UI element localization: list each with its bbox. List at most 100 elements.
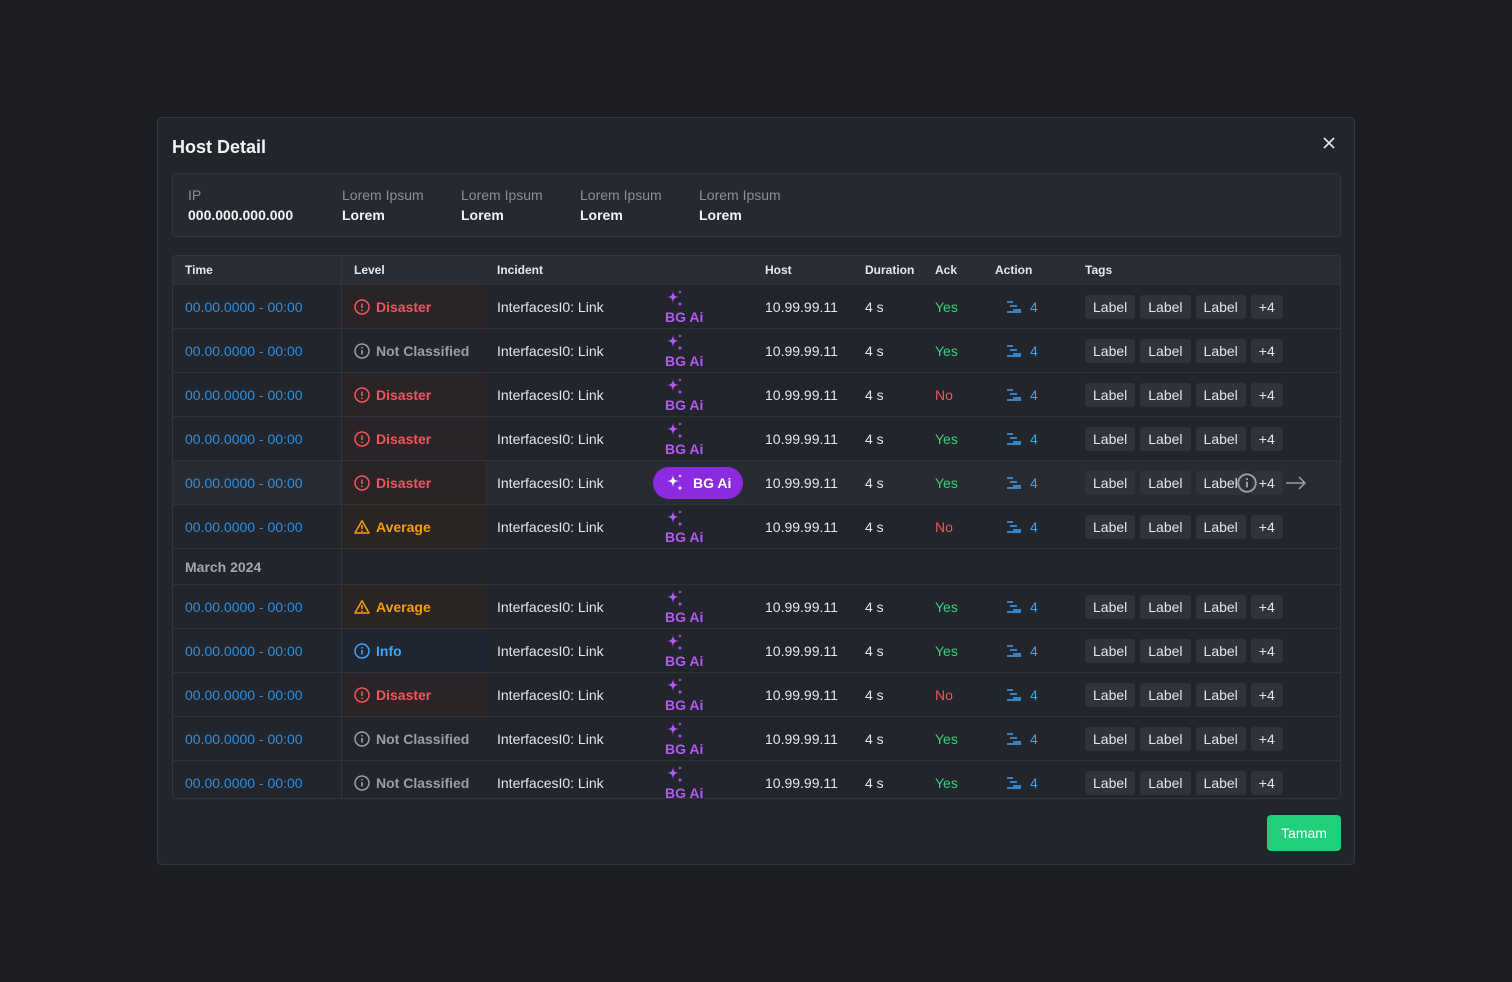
action[interactable]: 4 — [983, 585, 1073, 628]
action[interactable]: 4 — [983, 629, 1073, 672]
tag[interactable]: Label — [1195, 294, 1246, 319]
column-header: Ack — [935, 263, 958, 277]
duration: 4 s — [865, 342, 884, 359]
ok-button[interactable]: Tamam — [1267, 815, 1341, 851]
tag[interactable]: Label — [1195, 470, 1246, 495]
time[interactable]: 00.00.0000 - 00:00 — [173, 717, 342, 760]
tag[interactable]: +4 — [1250, 382, 1283, 407]
sparkle-icon — [665, 333, 703, 353]
action-icon — [1007, 388, 1021, 401]
table-row[interactable]: 00.00.0000 - 00:00 Disaster InterfacesI0: … — [173, 673, 1340, 717]
tag[interactable]: Label — [1140, 470, 1191, 495]
tag[interactable]: Label — [1195, 426, 1246, 451]
table-row[interactable]: 00.00.0000 - 00:00 Disaster InterfacesI0: … — [173, 461, 1340, 505]
time[interactable]: 00.00.0000 - 00:00 — [173, 285, 342, 328]
table-row[interactable]: 00.00.0000 - 00:00 Disaster InterfacesI0: … — [173, 417, 1340, 461]
close-button[interactable] — [1322, 136, 1336, 150]
ai-button[interactable]: BG Ai — [665, 589, 703, 625]
action[interactable]: 4 — [983, 285, 1073, 328]
time[interactable]: 00.00.0000 - 00:00 — [173, 373, 342, 416]
tag[interactable]: Label — [1195, 382, 1246, 407]
time[interactable]: 00.00.0000 - 00:00 — [173, 505, 342, 548]
ai-button[interactable]: BG Ai — [665, 633, 703, 669]
tag[interactable]: Label — [1140, 594, 1191, 619]
column-header: Time — [173, 256, 342, 284]
tag[interactable]: Label — [1195, 514, 1246, 539]
time[interactable]: 00.00.0000 - 00:00 — [173, 329, 342, 372]
tag[interactable]: Label — [1195, 594, 1246, 619]
action[interactable]: 4 — [983, 373, 1073, 416]
action[interactable]: 4 — [983, 761, 1073, 798]
table-row[interactable]: 00.00.0000 - 00:00 Not Classified Interfac… — [173, 717, 1340, 761]
tag[interactable]: +4 — [1250, 682, 1283, 707]
tag[interactable]: Label — [1085, 638, 1136, 663]
tag[interactable]: Label — [1195, 638, 1246, 663]
time[interactable]: 00.00.0000 - 00:00 — [173, 461, 342, 504]
tag[interactable]: Label — [1140, 682, 1191, 707]
action[interactable]: 4 — [983, 505, 1073, 548]
time[interactable]: 00.00.0000 - 00:00 — [173, 629, 342, 672]
action[interactable]: 4 — [983, 329, 1073, 372]
tag[interactable]: Label — [1085, 594, 1136, 619]
action[interactable]: 4 — [983, 461, 1073, 504]
table-row[interactable]: 00.00.0000 - 00:00 Disaster InterfacesI0: … — [173, 285, 1340, 329]
table-row[interactable]: 00.00.0000 - 00:00 Disaster InterfacesI0: … — [173, 373, 1340, 417]
action[interactable]: 4 — [983, 673, 1073, 716]
tag[interactable]: +4 — [1250, 726, 1283, 751]
tag[interactable]: +4 — [1250, 638, 1283, 663]
tag[interactable]: +4 — [1250, 514, 1283, 539]
tag[interactable]: +4 — [1250, 770, 1283, 795]
table-row[interactable]: 00.00.0000 - 00:00 Average InterfacesI0: L… — [173, 585, 1340, 629]
tag[interactable]: Label — [1085, 682, 1136, 707]
tag[interactable]: Label — [1085, 726, 1136, 751]
tag[interactable]: +4 — [1250, 294, 1283, 319]
tag[interactable]: Label — [1085, 470, 1136, 495]
tag[interactable]: Label — [1085, 382, 1136, 407]
ai-button[interactable]: BG Ai — [665, 765, 703, 798]
tag[interactable]: +4 — [1250, 426, 1283, 451]
ai-button[interactable]: BG Ai — [665, 377, 703, 413]
time[interactable]: 00.00.0000 - 00:00 — [173, 673, 342, 716]
tag[interactable]: Label — [1085, 426, 1136, 451]
tag[interactable]: Label — [1140, 770, 1191, 795]
table-row[interactable]: 00.00.0000 - 00:00 Info InterfacesI0: Link… — [173, 629, 1340, 673]
level: Not Classified — [342, 761, 485, 798]
tag[interactable]: Label — [1140, 514, 1191, 539]
tag[interactable]: Label — [1195, 682, 1246, 707]
tag[interactable]: Label — [1085, 294, 1136, 319]
tag[interactable]: +4 — [1250, 338, 1283, 363]
summary-item: IP 000.000.000.000 — [188, 187, 342, 236]
table-row[interactable]: 00.00.0000 - 00:00 Not Classified Interfac… — [173, 761, 1340, 798]
time[interactable]: 00.00.0000 - 00:00 — [173, 585, 342, 628]
action[interactable]: 4 — [983, 717, 1073, 760]
host: 10.99.99.11 — [765, 386, 838, 403]
tag[interactable]: Label — [1195, 338, 1246, 363]
tag[interactable]: Label — [1085, 514, 1136, 539]
table-row[interactable]: 00.00.0000 - 00:00 Not Classified Interfac… — [173, 329, 1340, 373]
ai-button[interactable]: BG Ai — [665, 721, 703, 757]
ai-button[interactable]: BG Ai — [665, 333, 703, 369]
ai-button[interactable]: BG Ai — [653, 466, 744, 499]
tag[interactable]: Label — [1140, 638, 1191, 663]
tag[interactable]: Label — [1195, 726, 1246, 751]
action[interactable]: 4 — [983, 417, 1073, 460]
level: Disaster — [342, 373, 485, 416]
host: 10.99.99.11 — [765, 642, 838, 659]
tag[interactable]: +4 — [1250, 594, 1283, 619]
time[interactable]: 00.00.0000 - 00:00 — [173, 417, 342, 460]
tag[interactable]: Label — [1140, 294, 1191, 319]
column-header: Host — [765, 263, 792, 277]
tag[interactable]: Label — [1140, 726, 1191, 751]
tag[interactable]: Label — [1085, 338, 1136, 363]
tag[interactable]: Label — [1085, 770, 1136, 795]
time[interactable]: 00.00.0000 - 00:00 — [173, 761, 342, 798]
ai-button[interactable]: BG Ai — [665, 677, 703, 713]
ai-button[interactable]: BG Ai — [665, 509, 703, 545]
tag[interactable]: Label — [1140, 338, 1191, 363]
ai-button[interactable]: BG Ai — [665, 289, 703, 325]
tag[interactable]: Label — [1140, 426, 1191, 451]
tag[interactable]: Label — [1140, 382, 1191, 407]
table-row[interactable]: 00.00.0000 - 00:00 Average InterfacesI0: L… — [173, 505, 1340, 549]
ai-button[interactable]: BG Ai — [665, 421, 703, 457]
tag[interactable]: Label — [1195, 770, 1246, 795]
